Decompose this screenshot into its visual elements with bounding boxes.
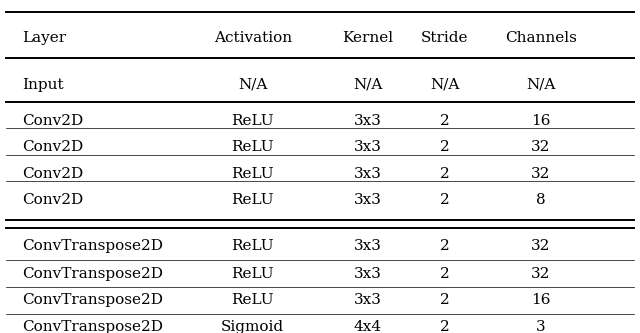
Text: 32: 32 <box>531 239 550 253</box>
Text: 3x3: 3x3 <box>354 140 382 154</box>
Text: 2: 2 <box>440 167 450 181</box>
Text: Input: Input <box>22 78 64 92</box>
Text: Channels: Channels <box>505 31 577 45</box>
Text: ReLU: ReLU <box>232 193 274 207</box>
Text: 3x3: 3x3 <box>354 167 382 181</box>
Text: Conv2D: Conv2D <box>22 114 84 128</box>
Text: Activation: Activation <box>214 31 292 45</box>
Text: 32: 32 <box>531 167 550 181</box>
Text: ConvTranspose2D: ConvTranspose2D <box>22 239 163 253</box>
Text: 2: 2 <box>440 239 450 253</box>
Text: 32: 32 <box>531 140 550 154</box>
Text: Conv2D: Conv2D <box>22 167 84 181</box>
Text: Conv2D: Conv2D <box>22 140 84 154</box>
Text: 16: 16 <box>531 293 550 307</box>
Text: 3x3: 3x3 <box>354 114 382 128</box>
Text: ReLU: ReLU <box>232 114 274 128</box>
Text: N/A: N/A <box>526 78 556 92</box>
Text: ReLU: ReLU <box>232 140 274 154</box>
Text: 2: 2 <box>440 320 450 333</box>
Text: 2: 2 <box>440 140 450 154</box>
Text: Stride: Stride <box>421 31 468 45</box>
Text: 8: 8 <box>536 193 546 207</box>
Text: 3x3: 3x3 <box>354 193 382 207</box>
Text: ReLU: ReLU <box>232 239 274 253</box>
Text: 2: 2 <box>440 114 450 128</box>
Text: 3: 3 <box>536 320 546 333</box>
Text: Kernel: Kernel <box>342 31 394 45</box>
Text: 16: 16 <box>531 114 550 128</box>
Text: 4x4: 4x4 <box>354 320 382 333</box>
Text: N/A: N/A <box>238 78 268 92</box>
Text: 3x3: 3x3 <box>354 293 382 307</box>
Text: ReLU: ReLU <box>232 167 274 181</box>
Text: ReLU: ReLU <box>232 267 274 281</box>
Text: N/A: N/A <box>353 78 383 92</box>
Text: ConvTranspose2D: ConvTranspose2D <box>22 293 163 307</box>
Text: Layer: Layer <box>22 31 67 45</box>
Text: ReLU: ReLU <box>232 293 274 307</box>
Text: 3x3: 3x3 <box>354 239 382 253</box>
Text: ConvTranspose2D: ConvTranspose2D <box>22 267 163 281</box>
Text: 3x3: 3x3 <box>354 267 382 281</box>
Text: 2: 2 <box>440 293 450 307</box>
Text: 32: 32 <box>531 267 550 281</box>
Text: 2: 2 <box>440 267 450 281</box>
Text: ConvTranspose2D: ConvTranspose2D <box>22 320 163 333</box>
Text: N/A: N/A <box>430 78 460 92</box>
Text: Sigmoid: Sigmoid <box>221 320 284 333</box>
Text: 2: 2 <box>440 193 450 207</box>
Text: Conv2D: Conv2D <box>22 193 84 207</box>
